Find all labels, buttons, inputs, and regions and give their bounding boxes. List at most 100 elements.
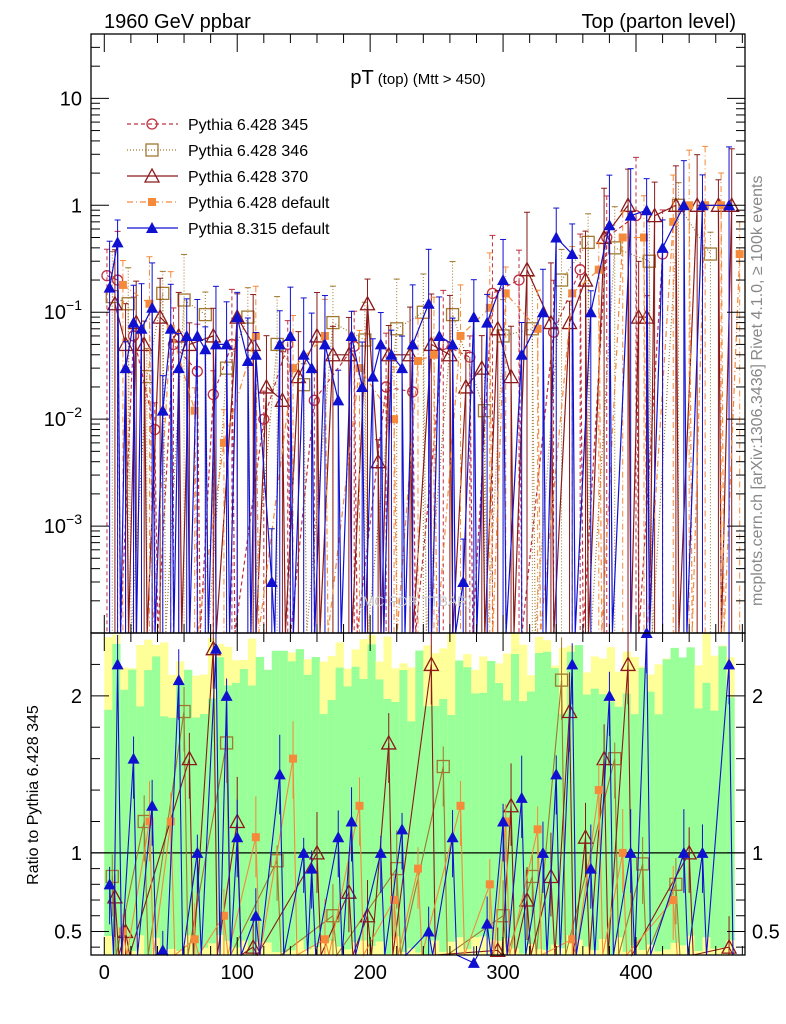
band-green — [287, 661, 297, 951]
data-point — [513, 274, 525, 286]
data-point — [485, 303, 494, 312]
ytick-base: 10 — [44, 302, 66, 324]
band-green — [471, 693, 480, 938]
ratio-point — [414, 864, 422, 873]
ratio-point — [456, 801, 465, 810]
band-green — [128, 669, 137, 952]
band-green — [694, 708, 703, 952]
legend-label: Pythia 6.428 default — [188, 195, 330, 212]
ratio-point — [518, 891, 536, 907]
band-green — [487, 660, 496, 940]
data-point — [152, 308, 169, 324]
ratio-point — [550, 768, 563, 780]
ytick-label: 10−3 — [44, 511, 82, 538]
band-green — [383, 698, 392, 955]
data-point — [265, 575, 278, 587]
ratio-point — [423, 656, 440, 672]
band-green — [726, 697, 735, 941]
ratio-ytick-label-left: 1 — [71, 843, 82, 865]
band-green — [327, 700, 336, 942]
data-point — [619, 196, 637, 212]
data-point — [356, 380, 369, 392]
band-green — [670, 647, 679, 943]
ratio-point — [554, 673, 569, 687]
ratio-point — [177, 704, 191, 719]
data-point — [696, 199, 709, 211]
data-point — [608, 241, 622, 255]
band-green — [511, 653, 520, 949]
data-point — [489, 320, 506, 336]
band-green — [215, 657, 225, 936]
data-point — [366, 370, 379, 382]
data-point — [318, 338, 331, 350]
watermark: (MC FOR TTBAR) — [358, 593, 472, 609]
band-green — [710, 710, 719, 949]
data-point — [358, 333, 372, 347]
data-point — [429, 350, 438, 359]
data-point — [594, 265, 603, 274]
data-point — [198, 307, 212, 322]
ratio-point — [596, 750, 613, 766]
ratio-point — [105, 869, 119, 884]
legend-label: Pythia 8.315 default — [188, 221, 330, 238]
ratio-point — [481, 917, 494, 929]
band-green — [542, 651, 552, 951]
ratio-point — [320, 935, 329, 944]
xtick-label: 300 — [486, 962, 519, 984]
data-point — [127, 316, 140, 328]
band-green — [239, 669, 249, 941]
series-line — [106, 214, 664, 634]
data-point — [145, 299, 154, 308]
band-green — [630, 714, 639, 946]
ratio-point — [669, 896, 678, 905]
band-green — [479, 692, 488, 937]
data-point — [181, 336, 198, 352]
ratio-point — [497, 815, 510, 827]
band-green — [447, 714, 456, 942]
band-green — [614, 706, 624, 938]
ratio-point — [624, 846, 637, 858]
data-point — [345, 329, 358, 341]
data-point — [656, 241, 669, 253]
band-green — [319, 713, 328, 936]
data-point — [441, 346, 458, 362]
data-point — [685, 201, 694, 210]
band-green — [184, 669, 193, 936]
ratio-point — [191, 846, 204, 858]
ratio-point — [332, 831, 345, 843]
band-green — [439, 698, 448, 952]
ratio-point — [422, 925, 435, 937]
ratio-point — [446, 831, 459, 843]
data-point — [423, 336, 440, 352]
ratio-point — [340, 883, 357, 899]
ratio-point — [359, 907, 376, 923]
ytick-exponent: −1 — [66, 297, 82, 313]
band-green — [255, 656, 265, 942]
plot-title-sub: (top) (Mtt > 450) — [378, 71, 486, 88]
band-green — [718, 646, 727, 948]
data-point — [385, 348, 398, 360]
data-point — [550, 231, 563, 243]
data-point — [308, 327, 326, 343]
band-green — [104, 709, 113, 937]
ratio-point — [219, 911, 228, 920]
header-left: 1960 GeV ppbar — [104, 11, 251, 33]
legend-marker — [146, 118, 158, 130]
ytick-base: 1 — [71, 195, 82, 217]
band-green — [335, 667, 344, 947]
ratio-point — [220, 689, 233, 701]
ratio-ytick-label-left: 2 — [71, 686, 82, 708]
data-point — [457, 575, 470, 587]
data-point — [422, 297, 435, 309]
data-point — [209, 338, 222, 350]
ratio-point — [618, 848, 627, 857]
legend-label: Pythia 6.428 370 — [188, 169, 308, 186]
data-point — [156, 286, 170, 301]
band-green — [192, 717, 201, 954]
ratio-point — [146, 799, 159, 811]
band-green — [247, 685, 257, 954]
band-green — [582, 694, 592, 947]
data-point — [401, 346, 419, 362]
data-point — [457, 378, 474, 394]
data-point — [135, 322, 148, 334]
